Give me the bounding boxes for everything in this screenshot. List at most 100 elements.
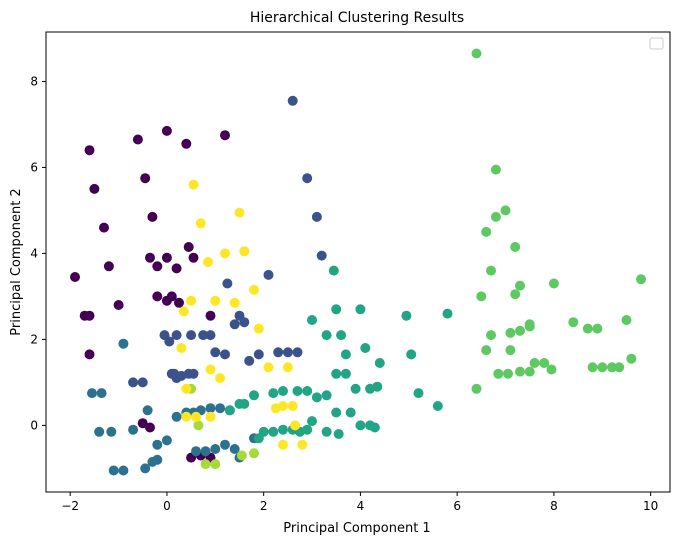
data-point (106, 426, 117, 437)
data-point (229, 297, 240, 308)
data-point (582, 323, 593, 334)
data-point (99, 222, 109, 233)
data-point (413, 388, 424, 399)
data-point (486, 330, 496, 341)
data-point (205, 364, 216, 375)
data-point (215, 403, 226, 414)
data-point (503, 368, 513, 379)
data-point (249, 284, 259, 295)
data-point (118, 338, 129, 349)
chart-title: Hierarchical Clustering Results (250, 10, 464, 26)
data-point (263, 269, 274, 280)
data-point (161, 252, 172, 263)
data-point (355, 304, 366, 315)
data-point (345, 407, 356, 418)
data-point (524, 366, 535, 377)
data-point (161, 435, 172, 446)
data-point (203, 257, 213, 267)
data-point (234, 207, 245, 218)
data-point (510, 289, 521, 300)
data-point (311, 211, 322, 222)
data-point (253, 349, 264, 360)
data-point (205, 403, 216, 414)
data-point (181, 411, 192, 422)
data-point (183, 242, 194, 252)
data-point (178, 306, 189, 317)
data-point (145, 252, 155, 263)
data-point (355, 420, 366, 431)
data-point (302, 173, 313, 184)
data-point (215, 373, 226, 384)
data-point (302, 424, 313, 435)
data-point (471, 48, 482, 59)
data-point (592, 323, 603, 334)
data-point (539, 358, 550, 368)
data-point (253, 323, 264, 334)
data-point (87, 388, 97, 399)
data-point (137, 377, 148, 388)
data-point (193, 420, 204, 431)
data-point (103, 261, 114, 272)
data-point (360, 343, 371, 353)
data-point (84, 349, 95, 360)
data-point (636, 274, 646, 285)
data-point (188, 179, 199, 190)
data-point (490, 164, 501, 175)
data-point (145, 422, 155, 433)
data-point (568, 317, 579, 328)
data-point (311, 392, 322, 403)
data-point (186, 295, 197, 306)
data-point (401, 310, 412, 321)
data-point (597, 362, 608, 373)
data-point (171, 411, 182, 422)
data-point (171, 263, 182, 274)
data-point (249, 390, 259, 401)
data-point (140, 173, 151, 184)
data-point (529, 358, 540, 368)
data-point (249, 448, 259, 459)
data-point (200, 446, 211, 457)
data-point (96, 388, 107, 399)
data-point (546, 364, 557, 375)
data-point (89, 183, 100, 194)
y-tick-label: 4 (30, 246, 38, 260)
data-point (481, 226, 492, 237)
data-point (166, 291, 177, 302)
y-tick-label: 0 (30, 418, 38, 432)
data-point (331, 304, 342, 315)
data-point (191, 411, 201, 422)
legend-box (649, 37, 664, 50)
data-point (372, 381, 383, 392)
data-point (186, 330, 197, 341)
y-axis-label: Principal Component 2 (9, 188, 24, 335)
data-point (137, 418, 148, 429)
data-point (200, 459, 211, 470)
data-point (188, 252, 199, 263)
data-point (195, 218, 206, 229)
data-point (118, 465, 129, 476)
data-point (210, 459, 221, 470)
data-point (614, 362, 625, 373)
data-point (224, 405, 235, 416)
data-point (302, 386, 313, 396)
data-point (210, 347, 221, 358)
data-point (239, 246, 250, 257)
data-point (515, 366, 525, 377)
data-point (152, 454, 163, 465)
x-tick-label: 8 (550, 499, 558, 513)
data-point (263, 362, 274, 373)
data-point (626, 353, 637, 364)
data-point (191, 446, 201, 457)
data-point (292, 386, 303, 396)
x-tick-label: −2 (61, 499, 79, 513)
data-point (152, 291, 163, 302)
x-axis: −2 0 2 4 6 8 10 (61, 492, 658, 513)
data-point (181, 383, 192, 394)
data-point (350, 383, 361, 394)
data-point (142, 405, 153, 416)
points-layer (70, 48, 646, 476)
data-point (307, 416, 317, 427)
y-axis: 0 2 4 6 8 (30, 74, 46, 432)
data-point (290, 420, 301, 431)
